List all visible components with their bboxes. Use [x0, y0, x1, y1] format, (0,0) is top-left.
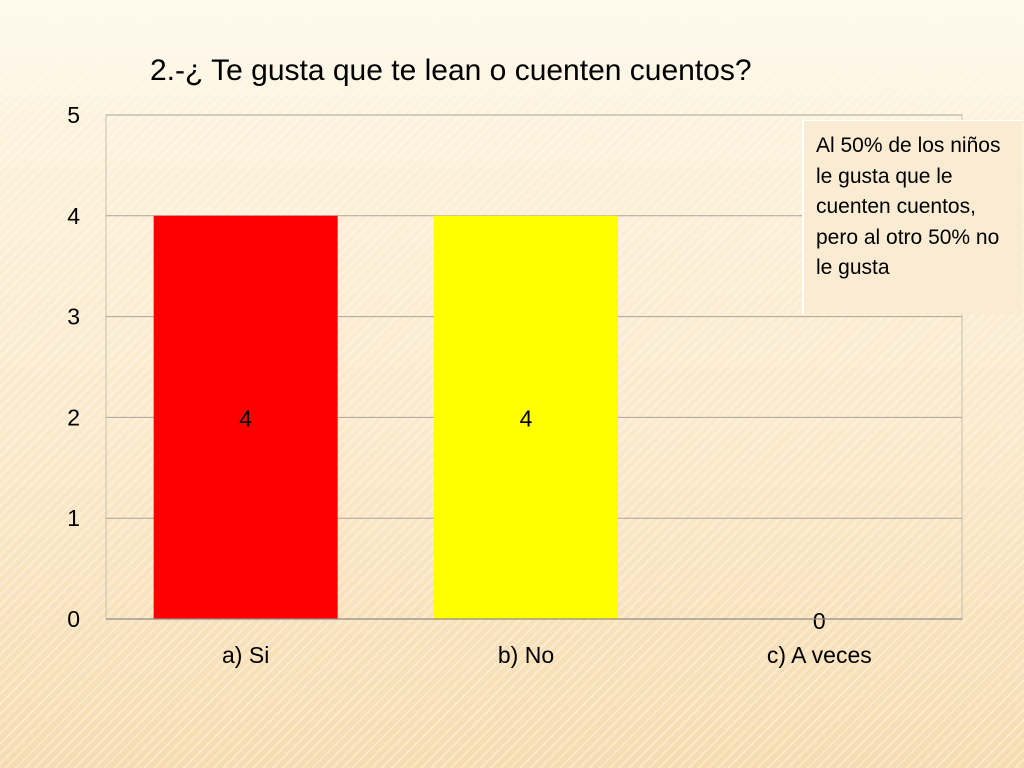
x-tick-label: a) Si [222, 642, 269, 668]
y-tick-label: 1 [67, 505, 80, 531]
y-tick-label: 5 [67, 102, 80, 128]
x-tick-label: b) No [498, 642, 554, 668]
y-tick-label: 2 [67, 404, 80, 430]
bar [153, 215, 338, 620]
bar [434, 215, 618, 620]
slide-background-fade [0, 0, 1024, 130]
y-tick-label: 0 [67, 606, 80, 632]
data-label: 4 [239, 405, 252, 431]
y-tick-label: 4 [67, 203, 80, 229]
data-label: 4 [520, 405, 533, 431]
data-label: 0 [813, 608, 826, 634]
annotation-box: Al 50% de los niños le gusta que le cuen… [802, 120, 1022, 314]
y-tick-label: 3 [67, 304, 80, 330]
chart-title: 2.-¿ Te gusta que te lean o cuenten cuen… [150, 54, 752, 87]
x-tick-label: c) A veces [767, 642, 872, 668]
